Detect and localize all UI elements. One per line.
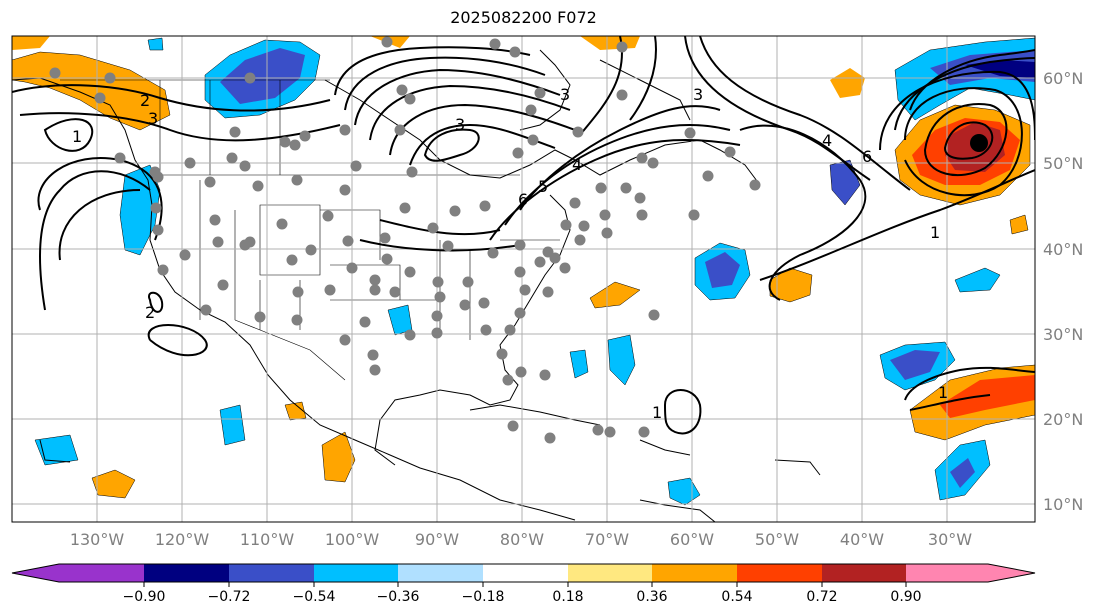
colorbar-tick-label: −0.72 <box>208 589 251 605</box>
lon-label: 110°W <box>240 530 295 549</box>
colorbar-bin <box>737 564 822 582</box>
longitude-axis: 130°W 120°W 110°W 100°W 90°W 80°W 70°W 6… <box>70 530 972 549</box>
contour-label: 2 <box>140 91 150 110</box>
shade-positive <box>589 281 641 309</box>
shade-negative <box>954 267 1001 293</box>
lon-label: 40°W <box>840 530 884 549</box>
shade-negative-strong <box>705 252 740 288</box>
colorbar-bin <box>568 564 652 582</box>
shade-positive <box>769 267 813 303</box>
contour-label: 3 <box>693 85 703 104</box>
contour-label: 2 <box>145 303 155 322</box>
contour-label: 6 <box>518 190 528 209</box>
lat-label: 20°N <box>1043 410 1083 429</box>
shade-positive-strong <box>940 375 1035 418</box>
shade-negative <box>607 334 636 386</box>
colorbar-bin <box>59 564 144 582</box>
contour-label: 4 <box>822 131 832 150</box>
shade-negative-strong <box>220 48 305 104</box>
colorbar-tick-label: 0.18 <box>552 589 583 605</box>
colorbar-tick-label: −0.90 <box>123 589 166 605</box>
colorbar-tick-label: −0.18 <box>462 589 505 605</box>
lon-label: 90°W <box>415 530 459 549</box>
shade-positive <box>1009 214 1029 235</box>
colorbar-bin <box>822 564 906 582</box>
latitude-axis: 60°N 50°N 40°N 30°N 20°N 10°N <box>1043 69 1083 514</box>
colorbar-bin <box>398 564 483 582</box>
lat-label: 50°N <box>1043 154 1083 173</box>
shade-negative-strong <box>890 350 940 380</box>
colorbar-extend-max <box>988 564 1035 582</box>
graticule <box>12 36 1035 522</box>
lon-label: 100°W <box>325 530 380 549</box>
shade-negative <box>219 404 246 446</box>
shade-negative <box>147 37 164 51</box>
map-frame <box>11 35 1036 523</box>
contour-label: 1 <box>930 223 940 242</box>
colorbar-ticks <box>143 582 907 587</box>
contour-label: 1 <box>652 403 662 422</box>
contour-label: 4 <box>572 155 582 174</box>
lat-label: 30°N <box>1043 325 1083 344</box>
contour-label: 1 <box>938 383 948 402</box>
colorbar-outline <box>11 563 1036 583</box>
colorbar-bin <box>229 564 314 582</box>
lat-label: 10°N <box>1043 495 1083 514</box>
contour-labels: 2 3 1 3 3 4 5 6 3 4 6 1 2 1 1 <box>72 85 948 422</box>
colorbar-tick-label: 0.36 <box>636 589 667 605</box>
shade-positive <box>12 36 50 50</box>
colorbar-tick-label: 0.90 <box>890 589 921 605</box>
map-title: 2025082200 F072 <box>450 8 597 27</box>
shade-positive <box>830 68 865 98</box>
colorbar: −0.90 −0.72 −0.54 −0.36 −0.18 0.18 0.36 … <box>11 563 1036 605</box>
contour-label: 3 <box>148 109 158 128</box>
colorbar-bin <box>652 564 737 582</box>
colorbar-tick-label: 0.72 <box>806 589 837 605</box>
contour-label: 6 <box>862 147 872 166</box>
contour-label: 1 <box>72 127 82 146</box>
colorbar-extend-min <box>12 564 59 582</box>
shade-negative <box>569 349 589 379</box>
contour-label: 3 <box>455 115 465 134</box>
shade-positive <box>284 401 307 421</box>
lon-label: 50°W <box>755 530 799 549</box>
shade-negative-strong <box>950 458 975 488</box>
station-markers <box>49 36 761 444</box>
lon-label: 120°W <box>155 530 210 549</box>
colorbar-bin <box>314 564 398 582</box>
political-borders <box>60 79 560 381</box>
lon-label: 130°W <box>70 530 125 549</box>
low-center-marker <box>970 134 988 152</box>
contour-label: 5 <box>538 177 548 196</box>
lon-label: 60°W <box>670 530 714 549</box>
lat-label: 60°N <box>1043 69 1083 88</box>
colorbar-tick-label: −0.54 <box>293 589 336 605</box>
shade-negative <box>34 434 79 466</box>
lon-label: 80°W <box>500 530 544 549</box>
lon-label: 30°W <box>928 530 972 549</box>
colorbar-tick-label: −0.36 <box>377 589 420 605</box>
colorbar-bin <box>144 564 229 582</box>
shade-negative-extreme <box>965 60 1035 78</box>
coastlines <box>12 49 821 522</box>
colorbar-bin <box>906 564 988 582</box>
contour-label: 3 <box>560 85 570 104</box>
lon-label: 70°W <box>585 530 629 549</box>
colorbar-bin <box>483 564 568 582</box>
lat-label: 40°N <box>1043 240 1083 259</box>
colorbar-tick-label: 0.54 <box>721 589 752 605</box>
